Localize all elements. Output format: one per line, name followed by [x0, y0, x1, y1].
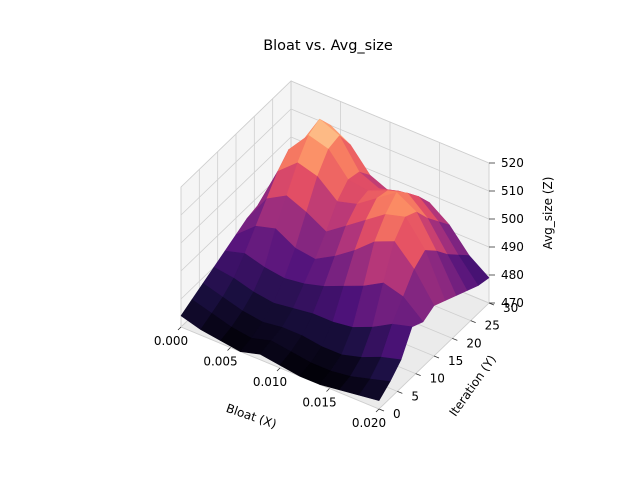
x-tick-label: 0.010	[253, 375, 287, 389]
y-tick-label: 25	[485, 319, 500, 333]
x-tick-mark	[227, 347, 231, 351]
x-tick-label: 0.015	[302, 396, 336, 410]
y-tick-label: 15	[448, 354, 463, 368]
grid-line-z	[180, 80, 292, 188]
z-tick-label: 470	[501, 296, 524, 310]
surface-plot	[180, 118, 490, 401]
x-tick-mark	[326, 388, 330, 392]
chart-title: Bloat vs. Avg_size	[263, 38, 393, 54]
x-tick-mark	[276, 367, 281, 372]
y-tick-label: 10	[430, 372, 445, 386]
z-tick-label: 480	[501, 268, 524, 282]
y-tick-mark	[433, 355, 440, 359]
x-tick-mark	[177, 326, 182, 331]
y-tick-mark	[470, 320, 476, 324]
y-tick-label: 5	[411, 389, 419, 403]
y-tick-mark	[415, 373, 421, 377]
z-tick-label: 510	[501, 184, 524, 198]
x-tick-label: 0.000	[154, 334, 188, 348]
surface-cell	[358, 378, 391, 401]
y-tick-label: 30	[503, 301, 518, 315]
z-tick-label: 500	[501, 212, 524, 226]
y-tick-label: 0	[393, 407, 401, 421]
z-axis-label: Avg_size (Z)	[541, 177, 555, 250]
grid-line-z	[180, 108, 292, 216]
y-tick-mark	[397, 390, 403, 394]
z-tick-label: 520	[501, 156, 524, 170]
x-axis-label: Bloat (X)	[224, 401, 278, 431]
x-tick-mark	[375, 408, 380, 413]
y-tick-mark	[452, 337, 458, 341]
y-tick-mark	[378, 408, 385, 412]
x-tick-label: 0.005	[203, 355, 237, 369]
z-tick-label: 490	[501, 240, 524, 254]
y-tick-label: 20	[466, 336, 481, 350]
grid-line-z	[290, 80, 490, 164]
grid-line-z	[180, 136, 292, 244]
x-tick-label: 0.020	[352, 416, 386, 430]
axis-ticks: 0.0000.0050.0100.0150.020051015202530470…	[154, 156, 524, 430]
